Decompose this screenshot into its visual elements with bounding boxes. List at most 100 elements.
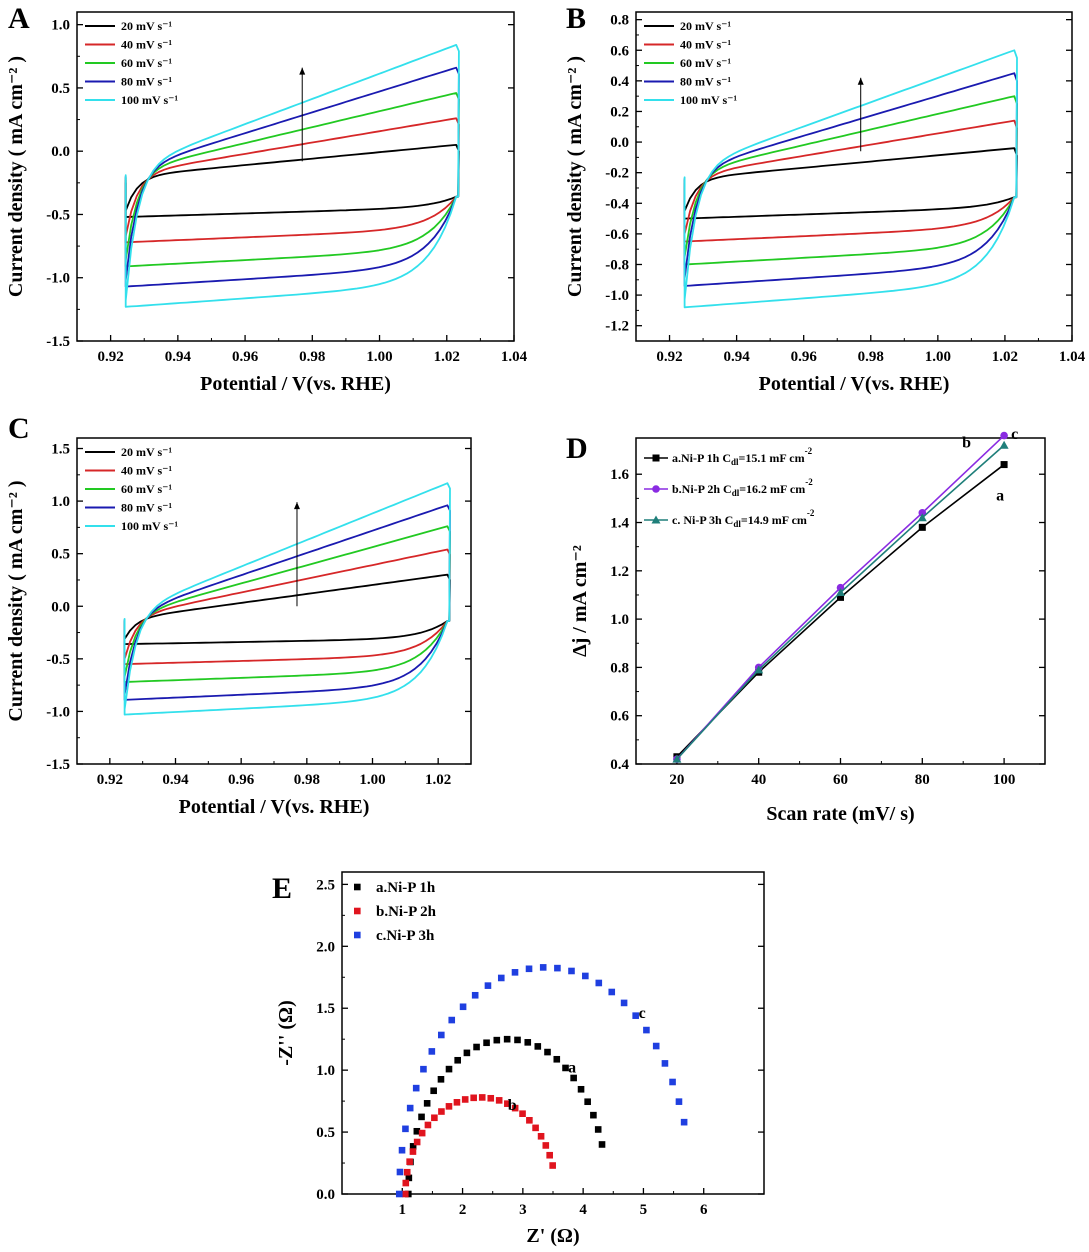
x-tick-label: 0.92 [97, 772, 123, 788]
nyquist-point-c [395, 1190, 403, 1198]
legend-label-1: 20 mV s⁻¹ [121, 19, 172, 33]
point-a [837, 593, 844, 601]
nyquist-point-a [430, 1087, 437, 1095]
nyquist-point-c [595, 979, 603, 987]
y-tick-label: -1.0 [605, 288, 629, 304]
nyquist-point-a [594, 1126, 602, 1133]
y-tick-label: 1.5 [51, 442, 70, 458]
nyquist-point-a [423, 1100, 431, 1107]
nyquist-point-a [598, 1141, 606, 1148]
nyquist-point-c [412, 1084, 420, 1092]
nyquist-point-b [549, 1162, 556, 1169]
x-tick-label: 3 [519, 1202, 527, 1218]
nyquist-point-a [524, 1039, 532, 1046]
nyquist-point-c [568, 967, 575, 975]
cv-curve-2 [683, 119, 1018, 243]
cv-curve-2 [124, 117, 460, 244]
y-tick-label: 0.5 [51, 547, 70, 563]
legend-text-sup: -2 [805, 477, 813, 487]
legend-text-sup: -2 [805, 446, 813, 456]
nyquist-point-a [405, 1174, 413, 1182]
y-tick-label: 0.5 [51, 81, 70, 97]
nyquist-point-a [454, 1056, 461, 1064]
nyquist-point-c [428, 1048, 436, 1055]
legend-text-sub: dl [733, 519, 741, 529]
y-tick-label: -1.5 [46, 334, 70, 350]
nyquist-point-c [402, 1125, 409, 1133]
nyquist-point-b [445, 1103, 453, 1110]
y-tick-label: 0.0 [610, 135, 629, 151]
y-tick-label: 0.8 [610, 660, 629, 676]
x-tick-label: 0.94 [165, 349, 192, 365]
legend-label-5: 100 mV s⁻¹ [680, 93, 737, 107]
y-tick-label: 1.0 [316, 1063, 335, 1079]
nyquist-point-a [483, 1039, 490, 1047]
legend-text-name: a.Ni-P 1h C [672, 451, 731, 465]
nyquist-point-b [478, 1094, 486, 1101]
y-axis-label: -Z'' (Ω) [275, 1000, 297, 1065]
nyquist-point-b [409, 1148, 417, 1155]
nyquist-point-a [577, 1085, 585, 1093]
nyquist-point-c [484, 982, 492, 989]
legend-label-3: 60 mV s⁻¹ [121, 482, 172, 496]
y-tick-label: -0.4 [605, 196, 629, 212]
x-tick-label: 4 [579, 1202, 587, 1218]
nyquist-point-a [409, 1143, 417, 1150]
x-tick-label: 20 [669, 772, 684, 788]
x-tick-label: 2 [459, 1202, 467, 1218]
y-tick-label: -0.5 [46, 652, 70, 668]
nyquist-point-c [632, 1012, 639, 1019]
arrow-head [293, 502, 300, 510]
nyquist-point-c [680, 1118, 688, 1126]
x-tick-label: 100 [993, 772, 1016, 788]
plot-frame [635, 11, 1073, 342]
legend-marker-b [354, 907, 361, 915]
legend-text-rest: =15.1 mF cm [739, 451, 805, 465]
legend-marker-c [651, 515, 661, 524]
x-tick-label: 0.92 [656, 349, 682, 365]
y-tick-label: -0.2 [605, 166, 629, 182]
nyquist-point-c [525, 965, 533, 973]
y-tick-label: 0.4 [610, 74, 629, 90]
legend-text-rest: =14.9 mF cm [741, 513, 807, 527]
x-tick-label: 1.04 [1059, 349, 1086, 365]
y-tick-label: 0.0 [316, 1187, 335, 1203]
x-tick-label: 6 [700, 1202, 708, 1218]
point-b [836, 583, 845, 592]
x-tick-label: 1.04 [501, 349, 528, 365]
nyquist-point-b [487, 1094, 495, 1102]
x-tick-label: 0.96 [228, 772, 255, 788]
x-tick-label: 1.02 [425, 772, 451, 788]
legend-label-c: c.Ni-P 3h [376, 928, 435, 944]
nyquist-point-b [519, 1110, 526, 1117]
x-tick-label: 1.00 [359, 772, 385, 788]
x-tick-label: 5 [640, 1202, 648, 1218]
nyquist-point-c [539, 964, 547, 971]
y-tick-label: 0.2 [610, 104, 629, 120]
panel-letter: D [566, 432, 588, 465]
y-tick-label: 2.5 [316, 877, 335, 893]
legend-text-rest: =16.2 mF cm [739, 482, 805, 496]
legend-label-b: b.Ni-P 2h [376, 904, 437, 920]
nyquist-point-c [652, 1042, 660, 1050]
y-axis-label: Current density ( mA cm⁻² ) [5, 56, 27, 297]
x-tick-label: 1.00 [366, 349, 392, 365]
nyquist-point-b [418, 1129, 426, 1137]
x-tick-label: 1.00 [925, 349, 951, 365]
legend-marker-b [652, 485, 660, 493]
nyquist-point-b [453, 1099, 461, 1106]
legend-label-3: 60 mV s⁻¹ [121, 56, 172, 70]
panel-letter: A [8, 2, 30, 35]
legend-label-4: 80 mV s⁻¹ [121, 75, 172, 89]
x-tick-label: 0.94 [162, 772, 189, 788]
x-axis-label: Potential / V(vs. RHE) [179, 796, 370, 818]
nyquist-point-c [511, 969, 519, 976]
panel-E: 1 2 3 4 5 6 0.0 0.5 1.0 1.5 2.0 2.5 E Z' (Ω) -Z'' (Ω) a… [272, 871, 765, 1247]
legend-label-b: b.Ni-P 2h Cdl=16.2 mF cm-2 [672, 477, 813, 498]
legend-label-3: 60 mV s⁻¹ [680, 56, 731, 70]
x-tick-label: 1.02 [434, 349, 460, 365]
nyquist-point-b [431, 1114, 438, 1122]
y-tick-label: 1.0 [51, 494, 70, 510]
legend-marker-a [354, 883, 361, 891]
